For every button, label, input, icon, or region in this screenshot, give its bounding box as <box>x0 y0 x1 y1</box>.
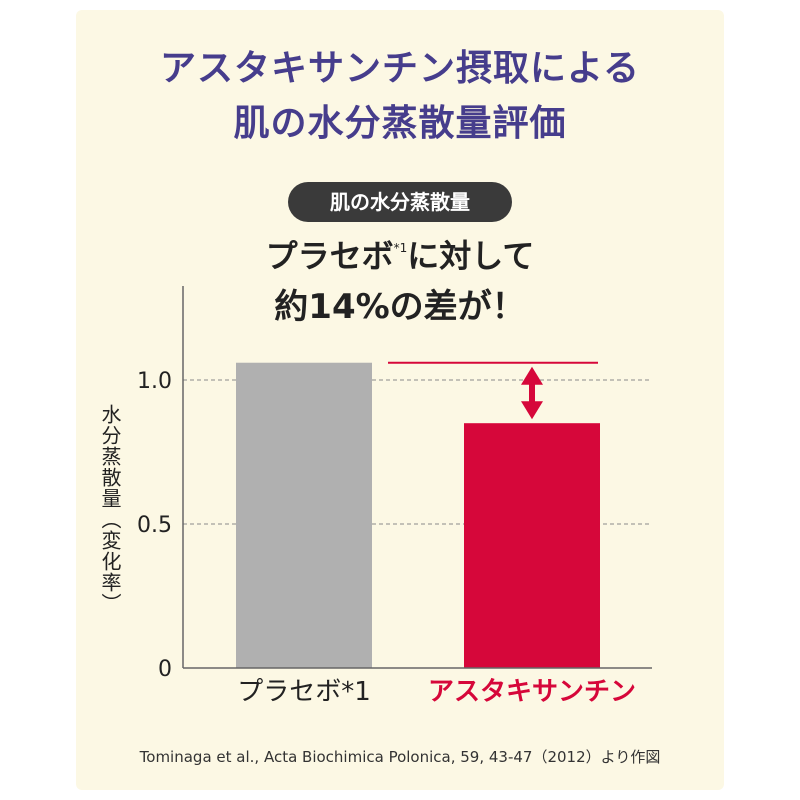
y-tick-label: 0.5 <box>137 513 172 538</box>
chart-card <box>76 10 724 790</box>
headline-suffix: に対して <box>407 237 535 275</box>
headline-line-1: プラセボ*1に対して <box>0 240 800 272</box>
difference-arrow-head-up <box>521 366 543 385</box>
source-citation: Tominaga et al., Acta Biochimica Polonic… <box>139 748 661 766</box>
headline-footnote-mark: *1 <box>393 241 408 255</box>
title-line-1: アスタキサンチン摂取による <box>160 48 640 89</box>
title-line-2: 肌の水分蒸散量評価 <box>233 103 567 144</box>
bar <box>464 423 600 668</box>
difference-arrow-head-down <box>521 401 543 420</box>
metric-badge: 肌の水分蒸散量 <box>288 182 512 222</box>
category-label: プラセボ*1 <box>237 677 371 707</box>
category-label: アスタキサンチン <box>428 677 636 707</box>
bar <box>236 362 372 668</box>
y-tick-label: 0 <box>158 657 172 682</box>
y-axis-label: 水分蒸散量（変化率） <box>98 404 122 614</box>
headline-line-2: 約14%の差が！ <box>274 287 526 327</box>
headline-placebo: プラセボ <box>265 237 394 275</box>
y-tick-label: 1.0 <box>137 369 172 394</box>
